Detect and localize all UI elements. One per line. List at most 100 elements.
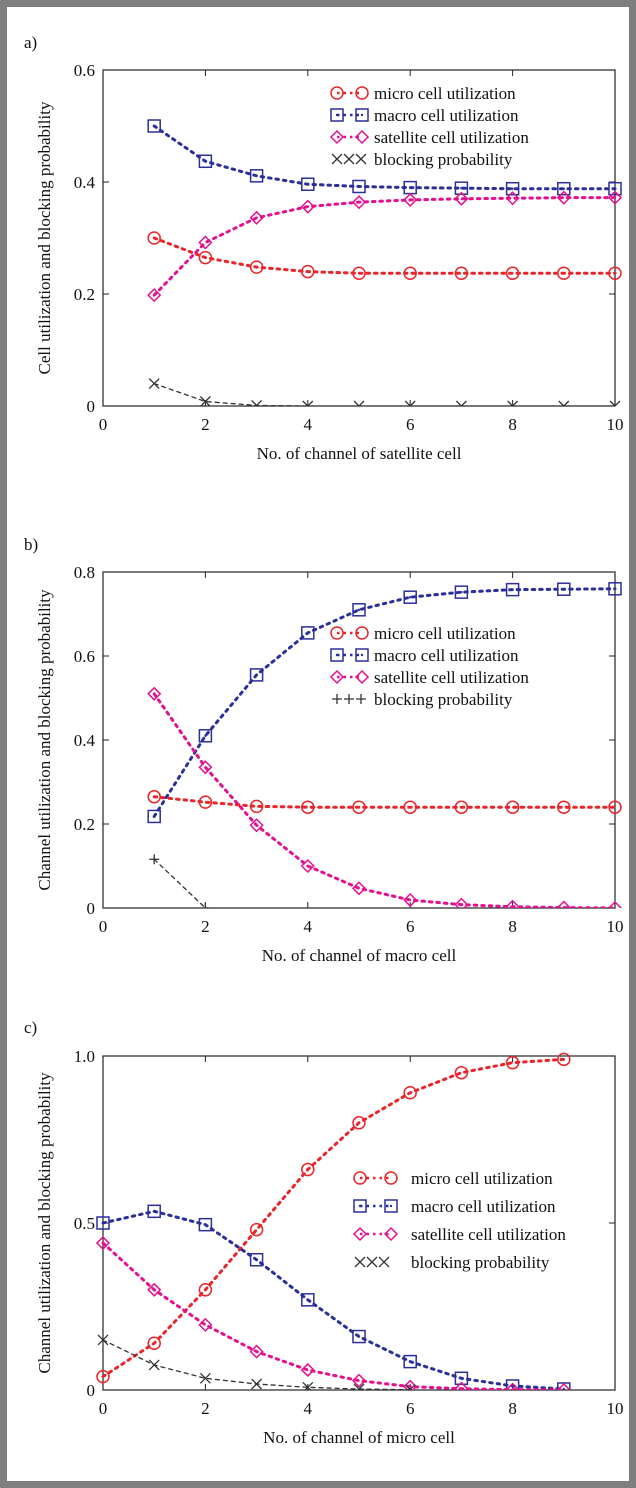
plot-frame xyxy=(102,1055,616,1391)
data-point xyxy=(198,760,213,775)
legend-entry: micro cell utilization xyxy=(330,624,516,643)
data-point xyxy=(403,1085,417,1100)
legend-entry: blocking probability xyxy=(331,150,513,169)
data-point xyxy=(200,903,211,908)
data-point xyxy=(352,800,366,814)
y-tick-label: 0.6 xyxy=(74,647,95,666)
data-point xyxy=(403,892,418,908)
y-tick-label: 0 xyxy=(87,397,96,416)
series-x xyxy=(97,1334,416,1390)
y-tick-label: 0.2 xyxy=(74,285,95,304)
data-point xyxy=(301,800,315,814)
x-tick-label: 2 xyxy=(201,1399,210,1418)
legend-marker xyxy=(331,153,343,165)
data-point xyxy=(558,400,570,406)
x-tick-label: 2 xyxy=(201,415,210,434)
data-point xyxy=(249,1252,264,1267)
series-line xyxy=(101,1241,566,1390)
data-point xyxy=(505,1055,520,1070)
data-point-center xyxy=(460,1377,463,1380)
data-point xyxy=(403,1354,417,1369)
series-circle xyxy=(96,1052,571,1384)
data-point xyxy=(249,799,264,814)
y-tick-label: 0 xyxy=(87,1381,96,1400)
panel-label: c) xyxy=(24,1018,37,1037)
x-axis-label: No. of channel of micro cell xyxy=(263,1428,455,1447)
data-point xyxy=(455,400,467,406)
data-point-center xyxy=(511,1384,514,1388)
data-point xyxy=(302,1381,314,1390)
legend-label: micro cell utilization xyxy=(411,1169,553,1188)
data-point xyxy=(454,266,469,281)
legend-marker-center xyxy=(360,113,364,117)
data-point-center xyxy=(562,1387,565,1390)
data-point xyxy=(557,181,571,196)
data-point xyxy=(507,400,519,406)
data-point xyxy=(300,1362,315,1378)
data-point-center xyxy=(511,588,514,591)
x-tick-label: 8 xyxy=(508,917,517,936)
data-point xyxy=(97,1334,109,1346)
series-line xyxy=(101,1209,566,1390)
data-point xyxy=(249,260,264,274)
data-point xyxy=(147,1204,161,1219)
data-point xyxy=(198,1217,213,1232)
series-line xyxy=(152,795,617,809)
x-axis-label: No. of channel of satellite cell xyxy=(257,444,462,463)
legend-marker xyxy=(355,648,369,662)
legend-entry: micro cell utilization xyxy=(353,1169,553,1188)
data-point xyxy=(505,582,520,597)
legend-marker xyxy=(366,1256,378,1268)
data-point xyxy=(249,1222,264,1237)
data-point xyxy=(557,582,571,596)
data-point-center xyxy=(460,590,463,594)
y-tick-label: 0.8 xyxy=(74,563,95,582)
x-axis-label: No. of channel of macro cell xyxy=(262,946,457,965)
data-point xyxy=(352,179,366,194)
series-line xyxy=(152,692,617,908)
data-point xyxy=(301,177,315,191)
y-axis-label: Channel utilization and blocking probabi… xyxy=(35,589,54,891)
data-point xyxy=(147,809,161,824)
legend-marker xyxy=(356,694,366,704)
x-tick-label: 0 xyxy=(99,917,108,936)
data-point xyxy=(353,400,365,406)
legend-marker-center xyxy=(335,653,339,657)
data-point xyxy=(300,858,315,874)
data-point xyxy=(198,250,213,265)
legend-entry: macro cell utilization xyxy=(330,646,519,665)
data-point xyxy=(404,1384,416,1390)
data-point xyxy=(608,181,622,196)
series-line xyxy=(152,124,617,191)
data-point xyxy=(96,1369,110,1384)
legend-marker-center xyxy=(358,1204,362,1208)
x-tick-label: 10 xyxy=(607,917,624,936)
data-point xyxy=(352,1116,366,1130)
data-point-center xyxy=(101,1221,105,1225)
data-point xyxy=(249,210,264,225)
data-point xyxy=(198,795,213,809)
data-point xyxy=(505,1382,520,1390)
data-point xyxy=(454,585,469,599)
series-line xyxy=(152,236,617,275)
data-point xyxy=(149,854,160,865)
data-point xyxy=(147,686,162,701)
data-point xyxy=(147,1336,161,1350)
data-point-center xyxy=(204,734,207,737)
data-point xyxy=(300,199,315,214)
legend-marker xyxy=(355,108,369,122)
data-point xyxy=(147,288,162,303)
data-point xyxy=(454,800,469,814)
data-point xyxy=(198,235,213,250)
data-point xyxy=(403,590,417,604)
data-point xyxy=(301,1293,315,1307)
data-point xyxy=(607,900,623,908)
data-point-center xyxy=(511,187,514,190)
data-point xyxy=(198,729,213,743)
data-point xyxy=(608,266,622,281)
data-point-center xyxy=(409,1360,412,1363)
data-point xyxy=(147,789,161,804)
data-point xyxy=(251,1378,263,1390)
legend: micro cell utilization macro cell utiliza… xyxy=(329,84,529,169)
data-point xyxy=(351,195,367,210)
